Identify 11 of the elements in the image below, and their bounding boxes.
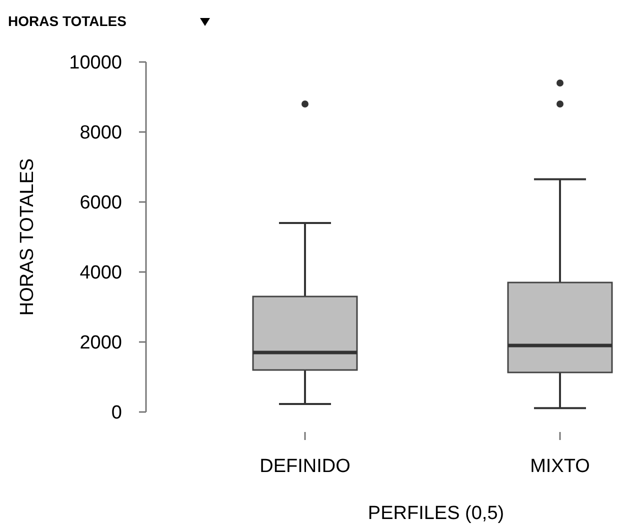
y-tick-label: 4000 (80, 262, 122, 284)
x-axis-title: PERFILES (0,5) (368, 503, 504, 524)
x-tick-label: MIXTO (530, 456, 590, 477)
y-tick-label: 2000 (80, 332, 122, 354)
y-tick-label: 8000 (80, 122, 122, 144)
y-axis-title: HORAS TOTALES (17, 158, 38, 316)
y-tick-label: 10000 (69, 52, 122, 74)
y-tick-label: 0 (111, 402, 122, 424)
x-tick-label: DEFINIDO (260, 456, 350, 477)
y-tick-label: 6000 (80, 192, 122, 214)
chart-title: HORAS TOTALES (8, 13, 126, 29)
